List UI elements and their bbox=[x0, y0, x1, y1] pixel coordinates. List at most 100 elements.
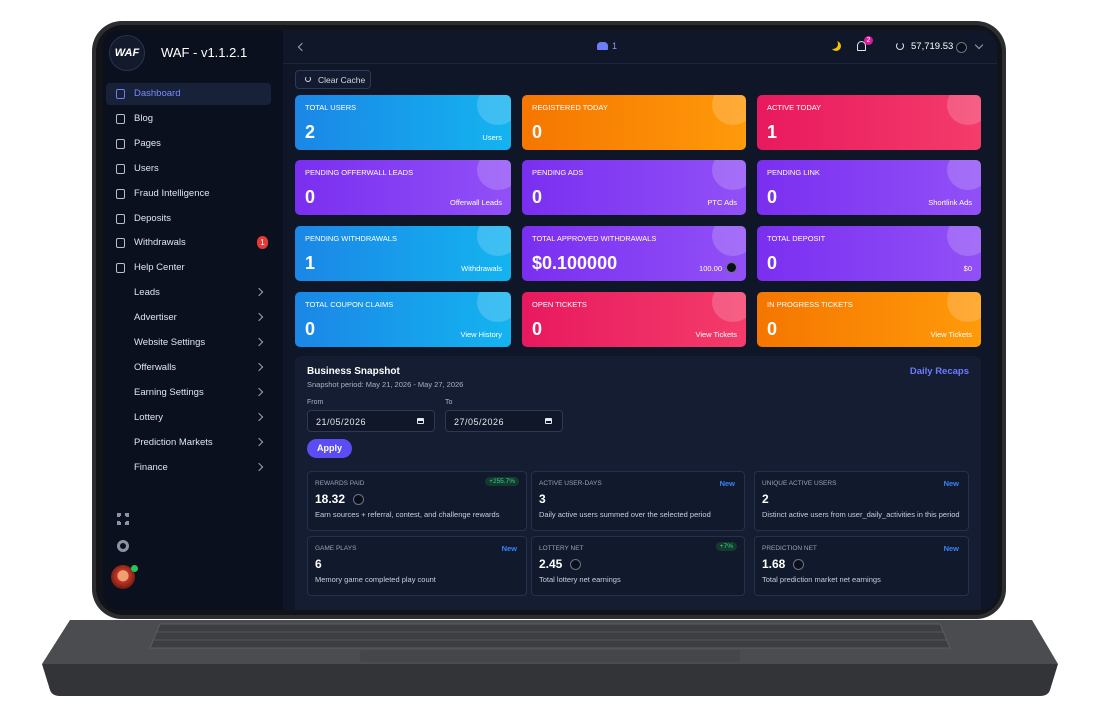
sidebar-label: Finance bbox=[134, 461, 168, 473]
sidebar-label: Users bbox=[134, 162, 159, 174]
date-value: 27/05/2026 bbox=[454, 417, 505, 427]
sidebar-item[interactable]: Earning Settings bbox=[106, 382, 271, 404]
daily-recaps-link[interactable]: Daily Recaps bbox=[909, 366, 969, 377]
sidebar-label: Blog bbox=[134, 112, 154, 124]
card-decoration bbox=[947, 292, 981, 322]
card-link[interactable]: View Tickets bbox=[695, 330, 737, 339]
chevron-icon bbox=[254, 362, 264, 372]
card-value: 1 bbox=[767, 122, 778, 142]
sidebar-item[interactable]: Finance bbox=[106, 457, 271, 479]
stat-card: IN PROGRESS TICKETS 0 View Tickets bbox=[757, 292, 981, 347]
card-value: 1 bbox=[305, 253, 316, 273]
stat-card: PENDING ADS 0 PTC Ads bbox=[522, 160, 746, 215]
card-value: 0 bbox=[305, 319, 316, 339]
sidebar-icon bbox=[116, 138, 125, 149]
sidebar-label: Prediction Markets bbox=[134, 436, 213, 448]
balance[interactable]: 57,719.53 bbox=[911, 41, 954, 52]
card-value: 0 bbox=[305, 187, 316, 207]
card-value: $0.100000 bbox=[532, 253, 618, 273]
chevron-icon bbox=[254, 437, 264, 446]
chevron-icon bbox=[254, 312, 264, 322]
date-input[interactable]: 21/05/2026 bbox=[307, 410, 435, 432]
card-decoration bbox=[477, 95, 511, 125]
metric-value: 1.68 bbox=[762, 557, 786, 571]
settings-icon[interactable] bbox=[117, 540, 129, 552]
card-link[interactable]: Withdrawals bbox=[461, 264, 502, 273]
card-value: 0 bbox=[532, 187, 543, 207]
chevron-icon bbox=[254, 387, 264, 397]
card-link[interactable]: View Tickets bbox=[930, 330, 972, 339]
sidebar-item[interactable]: Lottery bbox=[106, 407, 271, 429]
coin bbox=[793, 559, 804, 570]
clear-cache-button[interactable]: Clear Cache bbox=[295, 70, 371, 89]
chevron-icon bbox=[254, 337, 264, 347]
snapshot-panel: Business Snapshot Snapshot period: May 21… bbox=[295, 356, 981, 610]
apply-button[interactable]: Apply bbox=[307, 439, 352, 458]
metric-description: Daily active users summed over the selec… bbox=[539, 510, 711, 519]
card-decoration bbox=[947, 226, 981, 256]
sidebar-item[interactable]: Blog bbox=[106, 108, 271, 130]
sidebar-item[interactable]: Withdrawals 1 bbox=[106, 232, 271, 254]
stat-card: TOTAL DEPOSIT 0 $0 bbox=[757, 226, 981, 281]
stat-card: PENDING WITHDRAWALS 1 Withdrawals bbox=[295, 226, 511, 281]
sidebar-item[interactable]: Dashboard bbox=[106, 83, 271, 105]
metric-badge: New bbox=[501, 544, 517, 553]
sidebar-label: Lottery bbox=[134, 411, 164, 423]
card-title: PENDING LINK bbox=[767, 168, 820, 177]
notification-badge: 2 bbox=[864, 36, 873, 45]
metric-label: UNIQUE ACTIVE USERS bbox=[762, 480, 837, 487]
sidebar bbox=[103, 30, 283, 610]
sidebar-icon bbox=[116, 113, 125, 124]
sidebar-item[interactable]: Leads bbox=[106, 282, 271, 304]
sidebar-icon bbox=[116, 163, 125, 174]
sidebar-item[interactable]: Users bbox=[106, 158, 271, 180]
sidebar-item[interactable]: Prediction Markets bbox=[106, 432, 271, 454]
laptop-lip bbox=[42, 664, 1058, 696]
card-link[interactable]: 100.00 bbox=[699, 264, 722, 273]
metric-value: 6 bbox=[315, 557, 322, 571]
from-label: From bbox=[307, 399, 324, 406]
date-value: 21/05/2026 bbox=[316, 417, 367, 427]
sidebar-label: Leads bbox=[134, 287, 160, 299]
theme-toggle[interactable] bbox=[831, 41, 841, 51]
metric-badge: +255.7% bbox=[485, 477, 519, 486]
card-title: TOTAL APPROVED WITHDRAWALS bbox=[532, 234, 657, 243]
metric-description: Total lottery net earnings bbox=[539, 575, 621, 584]
sidebar-label: Earning Settings bbox=[134, 386, 204, 398]
metric-description: Memory game completed play count bbox=[315, 575, 436, 584]
metric-badge: New bbox=[943, 479, 959, 488]
card-title: PENDING ADS bbox=[532, 168, 584, 177]
card-link[interactable]: $0 bbox=[963, 264, 972, 273]
sidebar-item[interactable]: Fraud Intelligence bbox=[106, 183, 271, 205]
sidebar-item[interactable]: Offerwalls bbox=[106, 357, 271, 379]
card-decoration bbox=[712, 95, 746, 125]
apply-label: Apply bbox=[316, 443, 342, 453]
stat-card: TOTAL USERS 2 Users bbox=[295, 95, 511, 150]
date-input[interactable]: 27/05/2026 bbox=[445, 410, 563, 432]
coin bbox=[570, 559, 581, 570]
bell-icon[interactable] bbox=[857, 41, 866, 51]
sidebar-icon bbox=[116, 188, 125, 199]
card-link[interactable]: Users bbox=[482, 133, 502, 142]
card-link[interactable]: PTC Ads bbox=[707, 198, 737, 207]
sidebar-item[interactable]: Pages bbox=[106, 133, 271, 155]
logo: WAF bbox=[109, 35, 145, 71]
topbar bbox=[283, 30, 997, 64]
card-value: 0 bbox=[532, 319, 543, 339]
card-link[interactable]: View History bbox=[460, 330, 502, 339]
app-title: WAF - v1.1.2.1 bbox=[161, 45, 248, 60]
sidebar-item[interactable]: Website Settings bbox=[106, 332, 271, 354]
keyboard bbox=[149, 623, 951, 649]
chevron-icon bbox=[254, 412, 264, 421]
card-value: 0 bbox=[767, 187, 778, 207]
sidebar-item[interactable]: Help Center bbox=[106, 257, 271, 279]
card-decoration bbox=[712, 292, 746, 322]
sidebar-item[interactable]: Advertiser bbox=[106, 307, 271, 329]
card-value: 0 bbox=[767, 319, 778, 339]
card-link[interactable]: Offerwall Leads bbox=[450, 198, 502, 207]
sidebar-item[interactable]: Deposits bbox=[106, 208, 271, 230]
refresh-icon bbox=[305, 76, 311, 82]
snapshot-period: Snapshot period: May 21, 2026 - May 27, … bbox=[307, 380, 464, 389]
refresh-icon[interactable] bbox=[896, 42, 904, 50]
card-link[interactable]: Shortlink Ads bbox=[928, 198, 972, 207]
